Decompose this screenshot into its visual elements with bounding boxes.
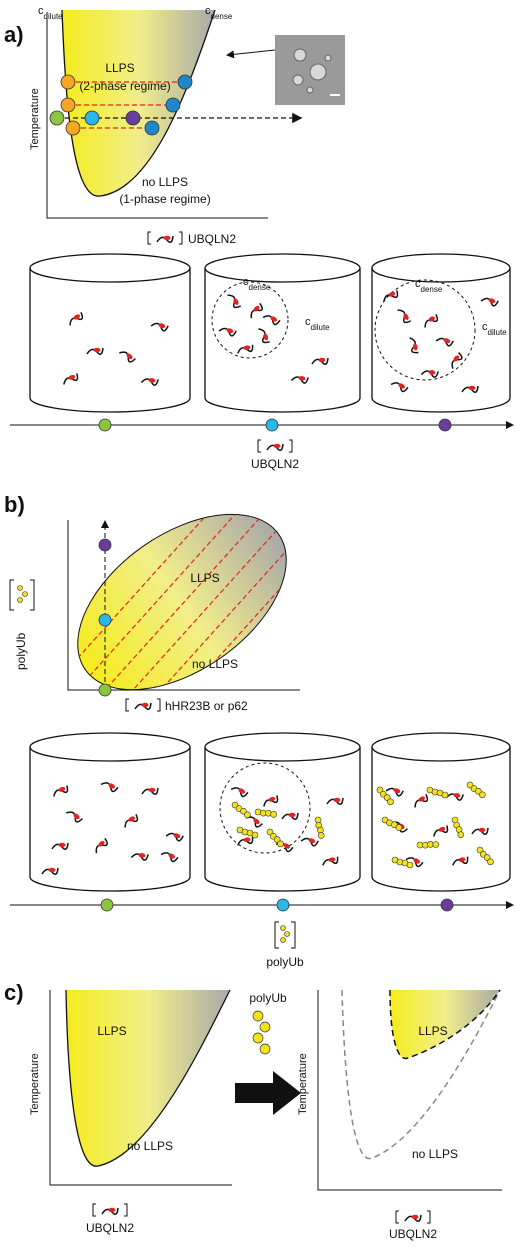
phase-region: [62, 10, 215, 196]
panel-label: b): [4, 492, 25, 517]
cylinder-top: [205, 733, 360, 761]
y-axis-label: Temperature: [29, 88, 41, 150]
x-axis-label: UBQLN2: [86, 1221, 134, 1235]
region-label: LLPS: [105, 61, 134, 75]
llps-region: [46, 479, 317, 726]
panel-b: b) LLPS no LLPS polyUb hHR23B or p62: [4, 479, 472, 726]
panel-label: a): [4, 22, 24, 47]
axis-label: polyUb: [266, 955, 304, 969]
c-dilute: cdilute: [38, 5, 63, 21]
region-label: (1-phase regime): [119, 192, 210, 206]
sub: dense: [249, 283, 271, 292]
x-axis-label: UBQLN2: [389, 1227, 437, 1241]
cylinder-top: [372, 733, 510, 761]
y-axis-label: polyUb: [14, 632, 28, 670]
panel-c: c) LLPS no LLPS Temperature UBQLN2 polyU…: [4, 980, 502, 1241]
sub: dense: [421, 285, 443, 294]
region-label: (2-phase regime): [79, 79, 170, 93]
region-label: no LLPS: [127, 1139, 173, 1153]
cylinder: [372, 747, 510, 891]
cylinder-top: [205, 254, 360, 282]
figure: a) cdilute cdense LLPS (2-phase regime) …: [0, 0, 516, 1256]
region-label: LLPS: [97, 1024, 126, 1038]
stripe: [264, 500, 444, 700]
sub: dense: [211, 12, 233, 21]
cylinder-top: [30, 733, 190, 761]
region-label: no LLPS: [142, 175, 188, 189]
region-label: no LLPS: [412, 1147, 458, 1161]
cylinder: [30, 268, 190, 412]
x-axis-label: UBQLN2: [188, 232, 236, 246]
region-label: LLPS: [190, 571, 219, 585]
panel-label: c): [4, 980, 24, 1005]
cylinder-top: [372, 254, 510, 282]
axis-label: UBQLN2: [251, 457, 299, 471]
cyl-axis-b: polyUb: [10, 899, 512, 969]
sub: dilute: [488, 328, 508, 337]
arrow-label: polyUb: [249, 991, 287, 1005]
y-axis-label: Temperature: [29, 1053, 41, 1115]
region-label: LLPS: [418, 1024, 447, 1038]
arrow: [235, 1071, 301, 1115]
sub: dilute: [44, 12, 64, 21]
sub: dilute: [311, 323, 331, 332]
y-axis-label: Temperature: [297, 1053, 309, 1115]
stripe: [292, 500, 472, 700]
x-axis-label: hHR23B or p62: [165, 699, 248, 713]
cylinder-top: [30, 254, 190, 282]
region-label: no LLPS: [192, 657, 238, 671]
panel-a: a) cdilute cdense LLPS (2-phase regime) …: [4, 5, 345, 246]
